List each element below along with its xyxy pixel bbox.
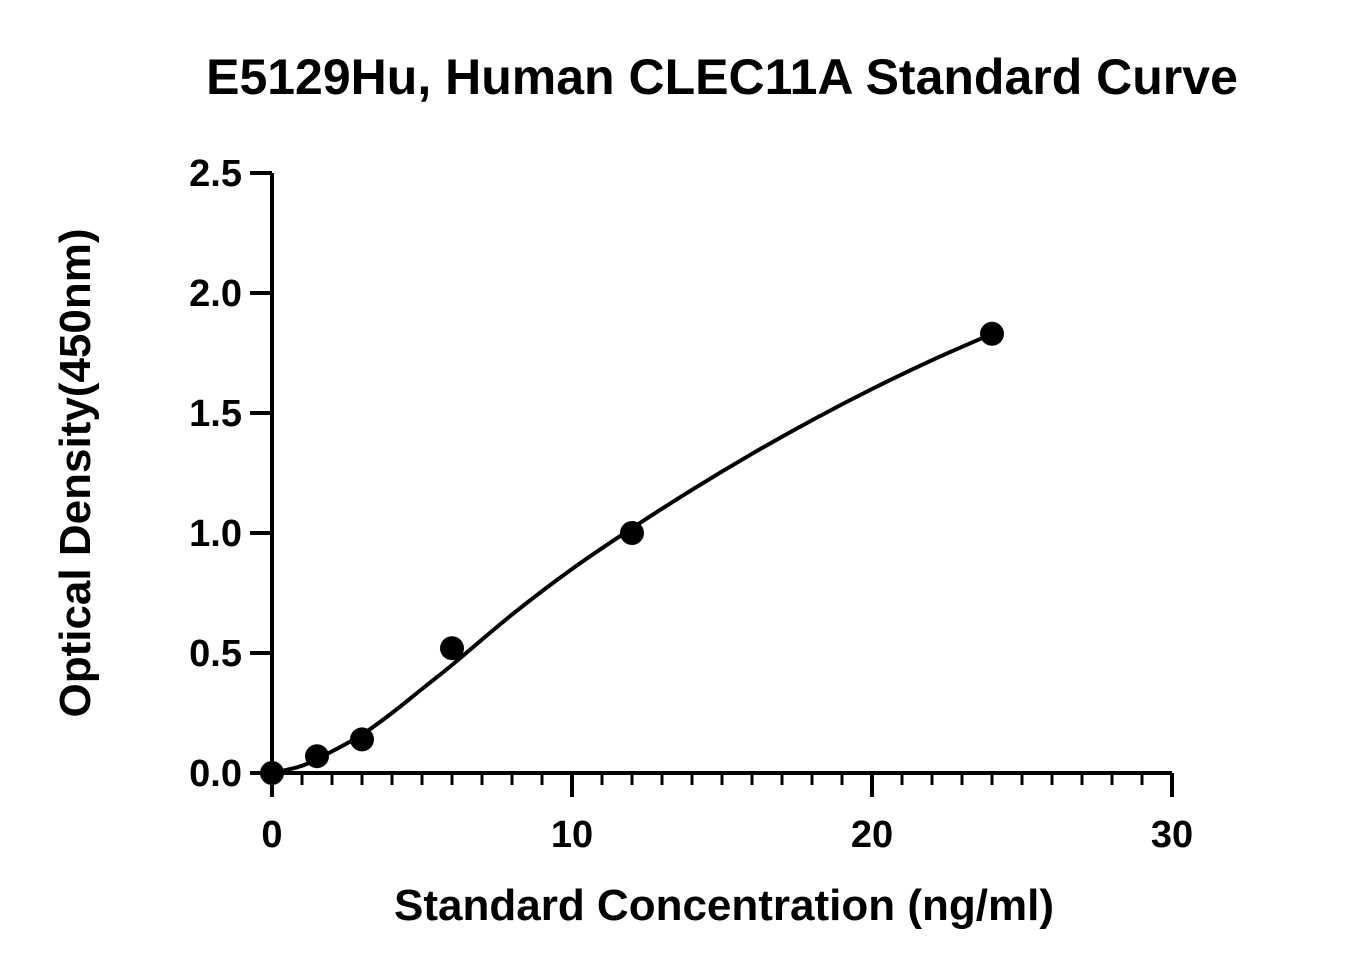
y-tick-label: 1.5 [189, 393, 242, 435]
data-point [260, 761, 284, 785]
fit-curve [271, 331, 993, 775]
tick-labels: 0.0 0.5 1.0 1.5 2.0 2.5 0 10 20 30 [189, 153, 1193, 856]
chart-title: E5129Hu, Human CLEC11A Standard Curve [206, 49, 1238, 105]
y-axis-label: Optical Density(450nm) [51, 228, 100, 717]
x-tick-label: 0 [261, 814, 282, 856]
x-axis-label: Standard Concentration (ng/ml) [394, 881, 1054, 930]
data-point [440, 636, 464, 661]
data-points [260, 321, 1004, 785]
y-tick-label: 0.0 [189, 753, 242, 795]
x-tick-label: 10 [551, 814, 593, 856]
x-tick-label: 30 [1151, 814, 1193, 856]
data-point [305, 744, 329, 769]
data-point [350, 727, 374, 752]
y-tick-label: 2.0 [189, 273, 242, 315]
y-tick-label: 1.0 [189, 513, 242, 555]
ticks [250, 171, 1174, 797]
data-point [980, 321, 1004, 346]
x-tick-label: 20 [851, 814, 893, 856]
y-tick-label: 0.5 [189, 633, 242, 675]
y-tick-label: 2.5 [189, 153, 242, 195]
data-point [620, 521, 644, 545]
